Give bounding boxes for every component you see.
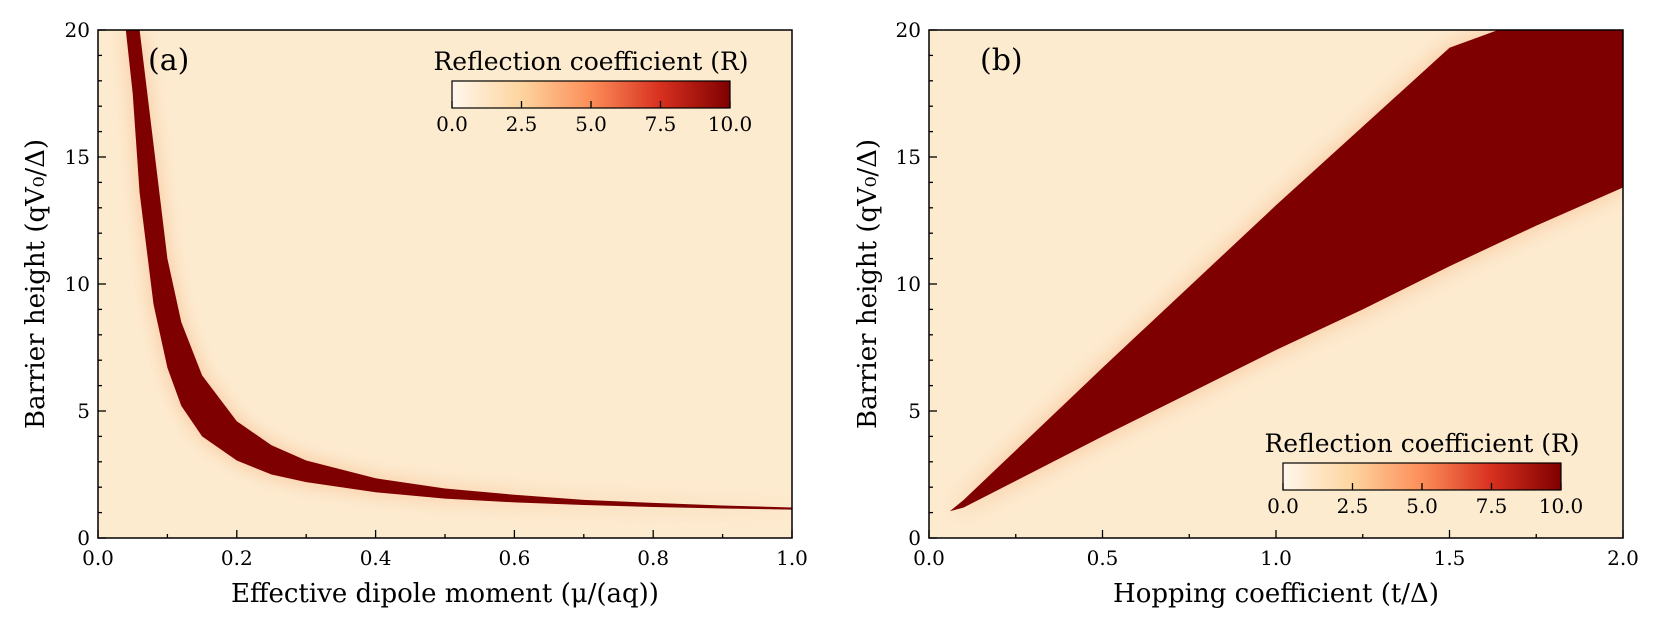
panel-b-label: (b) [980,43,1023,78]
y-tick-label: 20 [896,18,921,42]
colorbar-tick-label: 2.5 [506,112,538,136]
colorbar-tick-label: 2.5 [1337,494,1369,518]
panel-a-colorbar: Reflection coefficient (R) 0.0 2.5 5.0 7.5 1… [433,47,752,136]
y-tick-label: 15 [65,145,90,169]
x-tick-label: 0.6 [498,546,530,570]
colorbar-tick-label: 7.5 [645,112,677,136]
colorbar-tick-label: 10.0 [1539,494,1584,518]
panel-b-ylabel: Barrier height (qV₀/Δ) [853,139,883,429]
y-tick-label: 20 [65,18,90,42]
panel-b-colorbar-ticks: 0.0 2.5 5.0 7.5 10.0 [1267,483,1583,518]
x-tick-label: 1.0 [1260,546,1292,570]
panel-a-ylabel: Barrier height (qV₀/Δ) [21,139,51,429]
panel-a-plot-area [98,30,792,538]
panel-a-label: (a) [148,43,189,78]
x-tick-label: 2.0 [1607,546,1639,570]
panel-a-colorbar-ticks: 0.0 2.5 5.0 7.5 10.0 [436,101,752,136]
panel-b-ticks: 0.0 0.5 1.0 1.5 2.0 0 5 10 15 20 [896,18,1639,570]
colorbar-tick-label: 0.0 [436,112,468,136]
y-tick-label: 10 [65,272,90,296]
panel-b-plot-area [929,30,1623,538]
panel-b-reflection-band [949,30,1623,512]
colorbar-tick-label: 5.0 [1406,494,1438,518]
x-tick-label: 1.0 [776,546,808,570]
colorbar-tick-label: 0.0 [1267,494,1299,518]
x-tick-label: 0.0 [82,546,114,570]
y-tick-label: 10 [896,272,921,296]
panel-b-colorbar-title: Reflection coefficient (R) [1264,429,1579,458]
panel-a-xlabel: Effective dipole moment (μ/(aq)) [231,579,659,609]
panel-a-colorbar-title: Reflection coefficient (R) [433,47,748,76]
x-tick-label: 1.5 [1434,546,1466,570]
panel-a-ticks: 0.0 0.2 0.4 0.6 0.8 1.0 0 5 10 15 20 [65,18,808,570]
y-tick-label: 15 [896,145,921,169]
panel-b-colorbar: Reflection coefficient (R) 0.0 2.5 5.0 7.5 1… [1264,429,1583,518]
x-tick-label: 0.5 [1087,546,1119,570]
panel-b: 0.0 0.5 1.0 1.5 2.0 0 5 10 15 20 (b) Hopping coef… [853,18,1639,609]
panel-a: 0.0 0.2 0.4 0.6 0.8 1.0 0 5 10 15 20 (a) Effective… [21,18,808,609]
x-tick-label: 0.2 [221,546,253,570]
y-tick-label: 0 [77,526,90,550]
colorbar-tick-label: 10.0 [708,112,753,136]
y-tick-label: 0 [908,526,921,550]
x-tick-label: 0.4 [360,546,392,570]
y-tick-label: 5 [908,399,921,423]
panel-b-xlabel: Hopping coefficient (t/Δ) [1113,579,1439,609]
panel-a-background [98,30,792,538]
x-tick-label: 0.0 [913,546,945,570]
y-tick-label: 5 [77,399,90,423]
x-tick-label: 0.8 [637,546,669,570]
colorbar-tick-label: 7.5 [1476,494,1508,518]
colorbar-tick-label: 5.0 [575,112,607,136]
